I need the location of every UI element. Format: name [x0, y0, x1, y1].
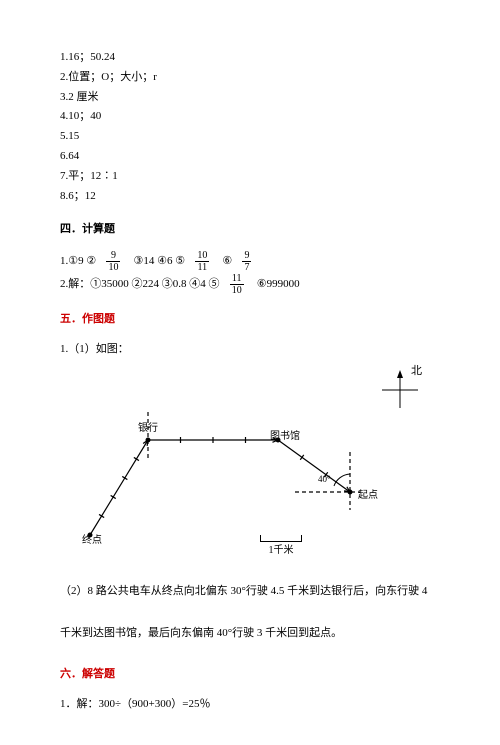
- ans-4: 4.10；40: [60, 107, 440, 127]
- scale-label: 1千米: [260, 542, 302, 560]
- route-svg: [60, 380, 400, 550]
- frac-1-num: 9: [106, 250, 120, 262]
- frac-4-num: 11: [230, 273, 244, 285]
- frac-3-num: 9: [242, 250, 251, 262]
- calc-1-p2: ③14 ④6 ⑤: [133, 255, 185, 267]
- frac-3-den: 7: [242, 262, 251, 273]
- ans-7: 7.平；12∶1: [60, 167, 440, 187]
- ans-3: 3.2 厘米: [60, 88, 440, 108]
- start-label: 起点: [358, 487, 378, 505]
- library-label: 图书馆: [270, 428, 300, 446]
- angle-label: 40°: [318, 471, 331, 487]
- scale-bracket: [260, 535, 302, 542]
- calc-1-p3: ⑥: [222, 255, 232, 267]
- route-diagram: 北 银行 图书馆 起点 终点 40° 1千米: [60, 370, 440, 560]
- frac-2: 10 11: [195, 250, 209, 273]
- frac-2-den: 11: [195, 262, 209, 273]
- drawing-line-1: 1.（1）如图：: [60, 340, 440, 360]
- frac-1: 9 10: [106, 250, 120, 273]
- calc-line-2: 2.解：①35000 ②224 ③0.8 ④4 ⑤ 11 10 ⑥999000: [60, 273, 440, 296]
- ans-6: 6.64: [60, 147, 440, 167]
- calc-2-p2: ⑥999000: [257, 278, 300, 290]
- frac-4-den: 10: [230, 285, 244, 296]
- page-root: 1.16；50.24 2.位置；O；大小；r 3.2 厘米 4.10；40 5.…: [0, 0, 500, 745]
- drawing-para-2: （2）8 路公共电车从终点向北偏东 30°行驶 4.5 千米到达银行后，向东行驶…: [60, 582, 440, 602]
- frac-1-den: 10: [106, 262, 120, 273]
- calc-2-p1: 2.解：①35000 ②224 ③0.8 ④4 ⑤: [60, 278, 220, 290]
- frac-4: 11 10: [230, 273, 244, 296]
- calc-1-p1: 1.①9 ②: [60, 255, 96, 267]
- section-5-title: 五．作图题: [60, 310, 440, 330]
- calc-line-1: 1.①9 ② 9 10 ③14 ④6 ⑤ 10 11 ⑥ 9 7: [60, 250, 440, 273]
- ans-5: 5.15: [60, 127, 440, 147]
- solve-line-1: 1．解：300÷（900+300）=25％: [60, 695, 440, 715]
- ans-8: 8.6；12: [60, 187, 440, 207]
- scale-bar: 1千米: [260, 535, 302, 560]
- ans-2: 2.位置；O；大小；r: [60, 68, 440, 88]
- section-4-title: 四．计算题: [60, 220, 440, 240]
- section-6-title: 六．解答题: [60, 665, 440, 685]
- frac-2-num: 10: [195, 250, 209, 262]
- drawing-para-3: 千米到达图书馆，最后向东偏南 40°行驶 3 千米回到起点。: [60, 624, 440, 644]
- north-label: 北: [411, 362, 422, 382]
- ans-1: 1.16；50.24: [60, 48, 440, 68]
- frac-3: 9 7: [242, 250, 251, 273]
- end-label: 终点: [82, 532, 102, 550]
- bank-label: 银行: [138, 420, 158, 438]
